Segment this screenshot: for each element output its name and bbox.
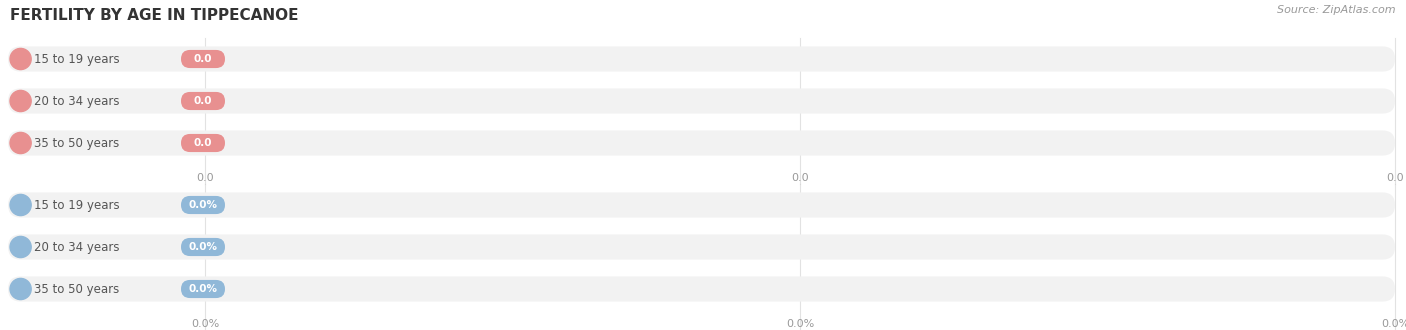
Text: 15 to 19 years: 15 to 19 years <box>35 199 120 212</box>
Text: 0.0: 0.0 <box>197 173 214 183</box>
Text: 0.0%: 0.0% <box>188 284 218 294</box>
FancyBboxPatch shape <box>181 280 225 298</box>
FancyBboxPatch shape <box>181 238 225 256</box>
Text: 0.0%: 0.0% <box>1381 319 1406 329</box>
FancyBboxPatch shape <box>181 92 225 110</box>
Text: 15 to 19 years: 15 to 19 years <box>35 52 120 65</box>
Circle shape <box>10 194 31 215</box>
FancyBboxPatch shape <box>8 130 1395 156</box>
FancyBboxPatch shape <box>8 277 1395 302</box>
Text: 0.0: 0.0 <box>194 54 212 64</box>
Text: 35 to 50 years: 35 to 50 years <box>35 137 120 149</box>
Text: 0.0: 0.0 <box>194 138 212 148</box>
Circle shape <box>10 236 31 258</box>
FancyBboxPatch shape <box>181 196 225 214</box>
Text: 20 to 34 years: 20 to 34 years <box>35 94 120 108</box>
Text: 35 to 50 years: 35 to 50 years <box>35 282 120 295</box>
Circle shape <box>10 49 31 70</box>
FancyBboxPatch shape <box>8 234 1395 260</box>
Text: 0.0: 0.0 <box>792 173 808 183</box>
Text: 20 to 34 years: 20 to 34 years <box>35 241 120 253</box>
Text: 0.0: 0.0 <box>1386 173 1403 183</box>
Circle shape <box>10 132 31 153</box>
Text: 0.0: 0.0 <box>194 96 212 106</box>
FancyBboxPatch shape <box>181 134 225 152</box>
Circle shape <box>10 279 31 300</box>
Text: 0.0%: 0.0% <box>786 319 814 329</box>
FancyBboxPatch shape <box>8 88 1395 114</box>
Text: 0.0%: 0.0% <box>188 200 218 210</box>
FancyBboxPatch shape <box>181 50 225 68</box>
Text: Source: ZipAtlas.com: Source: ZipAtlas.com <box>1278 5 1396 15</box>
FancyBboxPatch shape <box>8 192 1395 217</box>
Text: 0.0%: 0.0% <box>188 242 218 252</box>
Text: 0.0%: 0.0% <box>191 319 219 329</box>
Text: FERTILITY BY AGE IN TIPPECANOE: FERTILITY BY AGE IN TIPPECANOE <box>10 8 298 23</box>
FancyBboxPatch shape <box>8 47 1395 72</box>
Circle shape <box>10 90 31 112</box>
